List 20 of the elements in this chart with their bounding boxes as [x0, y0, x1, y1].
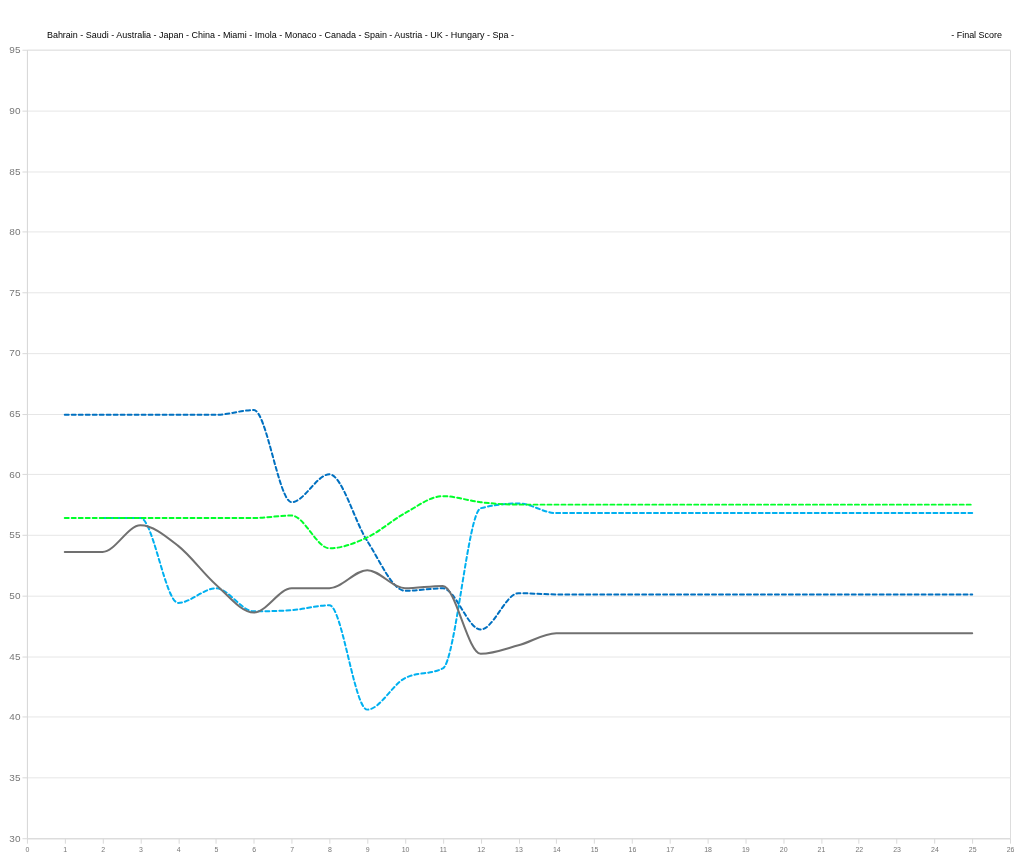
y-tick-label: 65	[9, 408, 21, 420]
line-series	[63, 524, 974, 655]
y-tick-label: 45	[9, 650, 21, 662]
line-series	[101, 502, 974, 711]
line-series	[63, 409, 974, 631]
text: - Final Score	[951, 29, 1003, 40]
y-tick-label: 35	[9, 772, 21, 784]
y-tick-label: 60	[9, 468, 21, 480]
y-tick-label: 80	[9, 226, 21, 238]
text: Bahrain - Saudi - Australia - Japan - China - Miami - Imola - Monaco - Canada - Spain - Austria - UK - Hungary - Spa -	[46, 29, 514, 40]
line-series	[63, 495, 974, 550]
y-tick-label: 75	[9, 286, 21, 298]
y-tick-label: 55	[9, 529, 21, 541]
y-tick-label: 95	[9, 44, 21, 56]
y-tick-label: 40	[9, 711, 21, 723]
y-tick-label: 85	[9, 165, 21, 177]
y-tick-label: 50	[9, 590, 21, 602]
y-tick-label: 30	[9, 832, 21, 844]
y-tick-label: 70	[9, 347, 21, 359]
y-tick-label: 90	[9, 104, 21, 116]
